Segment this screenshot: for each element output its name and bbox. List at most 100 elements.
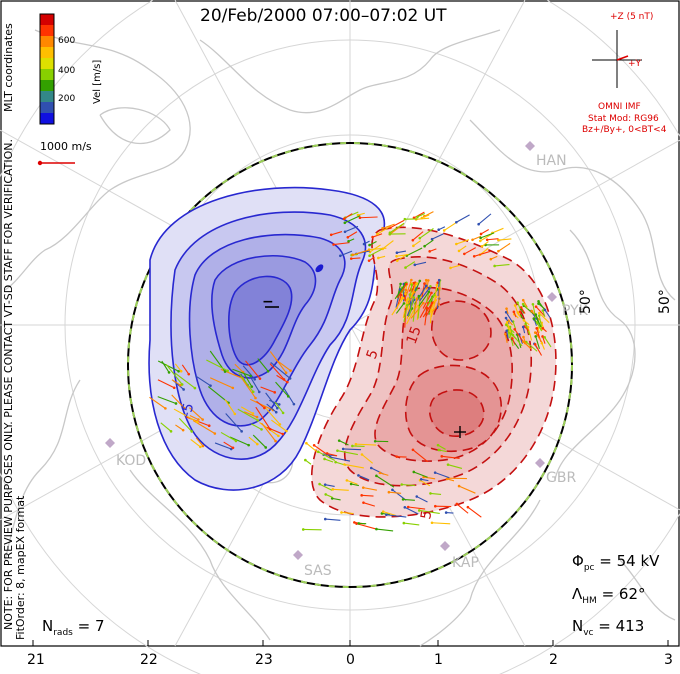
colorbar-swatch: [40, 14, 54, 26]
velocity-vector: [260, 386, 275, 393]
velocity-vector-origin: [353, 521, 356, 524]
velocity-vector-origin: [343, 221, 347, 225]
velocity-vector: [429, 309, 433, 324]
velocity-vector-origin: [418, 236, 422, 240]
velocity-vector-origin: [361, 486, 365, 489]
velocity-vector-origin: [276, 406, 279, 410]
velocity-vector-origin: [273, 391, 277, 394]
velocity-vector: [173, 408, 198, 423]
velocity-vector-origin: [479, 236, 482, 240]
velocity-vector-origin: [223, 370, 227, 373]
velocity-vector: [224, 399, 236, 415]
velocity-vector-origin: [337, 439, 341, 442]
imf-title: OMNI IMF: [598, 102, 641, 112]
mlt-tick-label: 21: [27, 652, 45, 668]
velocity-vector: [372, 233, 383, 238]
velocity-vector: [418, 291, 430, 307]
velocity-vector-origin: [345, 479, 349, 482]
dawn-cell-max-marker: [454, 426, 466, 438]
velocity-vector: [358, 474, 370, 481]
velocity-vector: [369, 241, 377, 246]
velocity-vector: [434, 284, 438, 300]
velocity-vector: [447, 464, 463, 469]
velocity-vector: [535, 314, 542, 328]
velocity-vector-origin: [410, 278, 413, 282]
velocity-vector-origin: [533, 331, 537, 334]
velocity-vector: [430, 492, 442, 495]
velocity-vector: [344, 463, 364, 469]
velocity-vector-origin: [417, 509, 421, 512]
imf-dial: [592, 30, 642, 88]
velocity-vector: [524, 342, 532, 350]
colorbar-swatch: [40, 25, 54, 37]
velocity-vector-origin: [249, 374, 252, 378]
velocity-vector-origin: [440, 455, 444, 458]
velocity-vector: [405, 279, 412, 297]
velocity-vector-origin: [415, 297, 419, 300]
velocity-vector-origin: [505, 320, 509, 324]
colorbar-tick: 200: [58, 94, 76, 104]
velocity-vector: [388, 491, 402, 494]
velocity-vector-origin: [537, 302, 540, 305]
velocity-vectors: [149, 211, 552, 532]
velocity-vector: [412, 449, 429, 463]
velocity-vector: [171, 379, 181, 386]
velocity-vector-origin: [509, 332, 513, 336]
velocity-vector-origin: [240, 430, 243, 433]
velocity-vector-origin: [339, 254, 342, 258]
velocity-vector-origin: [411, 238, 415, 242]
velocity-vector-origin: [213, 432, 217, 435]
velocity-vector: [274, 401, 284, 414]
velocity-vector: [275, 358, 291, 372]
velocity-vector-origin: [169, 430, 173, 433]
velocity-vector-origin: [403, 506, 407, 509]
velocity-vector: [480, 228, 490, 235]
velocity-vector-origin: [505, 307, 508, 310]
velocity-vector-origin: [444, 511, 448, 514]
velocity-vector-origin: [479, 239, 482, 243]
velocity-vector-origin: [387, 490, 391, 494]
velocity-vector-origin: [354, 442, 358, 446]
velocity-vector-origin: [511, 337, 514, 340]
velocity-vector: [438, 287, 440, 306]
velocity-vector-origin: [199, 445, 202, 449]
velocity-vector: [242, 365, 256, 380]
velocity-vector-origin: [535, 321, 539, 324]
velocity-vector-origin: [355, 522, 358, 525]
velocity-vector: [401, 483, 415, 487]
velocity-vector: [467, 506, 482, 518]
velocity-vector: [536, 322, 543, 332]
velocity-vector: [408, 297, 415, 317]
velocity-vector-origin: [183, 406, 186, 410]
velocity-vector-origin: [167, 371, 171, 374]
velocity-vector-origin: [401, 498, 405, 501]
velocity-vector-origin: [380, 512, 384, 515]
imf-z-label: +Z (5 nT): [610, 12, 654, 22]
velocity-vector-origin: [485, 238, 489, 242]
station-label: GBR: [546, 470, 577, 486]
velocity-vector-origin: [433, 471, 437, 474]
velocity-vector: [417, 298, 421, 319]
velocity-vector-origin: [341, 447, 345, 451]
velocity-vector-origin: [181, 428, 185, 432]
velocity-vector-origin: [305, 441, 308, 445]
velocity-vector-origin: [401, 296, 405, 300]
velocity-vector-origin: [406, 303, 409, 307]
velocity-vector: [504, 334, 508, 344]
velocity-vector: [403, 498, 415, 501]
velocity-vector-origin: [251, 390, 255, 394]
velocity-vector: [195, 437, 204, 447]
velocity-vector-origin: [285, 429, 288, 433]
velocity-vector-origin: [331, 488, 335, 491]
velocity-vector: [404, 506, 419, 515]
velocity-vector: [535, 306, 546, 317]
velocity-vector: [229, 436, 249, 446]
velocity-vector-origin: [395, 455, 399, 458]
velocity-vector-origin: [418, 279, 422, 283]
velocity-vector-origin: [277, 434, 280, 438]
velocity-vector: [416, 305, 419, 320]
velocity-colorbar: [39, 13, 55, 125]
velocity-vector-origin: [424, 278, 428, 282]
velocity-vector-origin: [540, 341, 544, 345]
velocity-vector: [408, 506, 426, 510]
